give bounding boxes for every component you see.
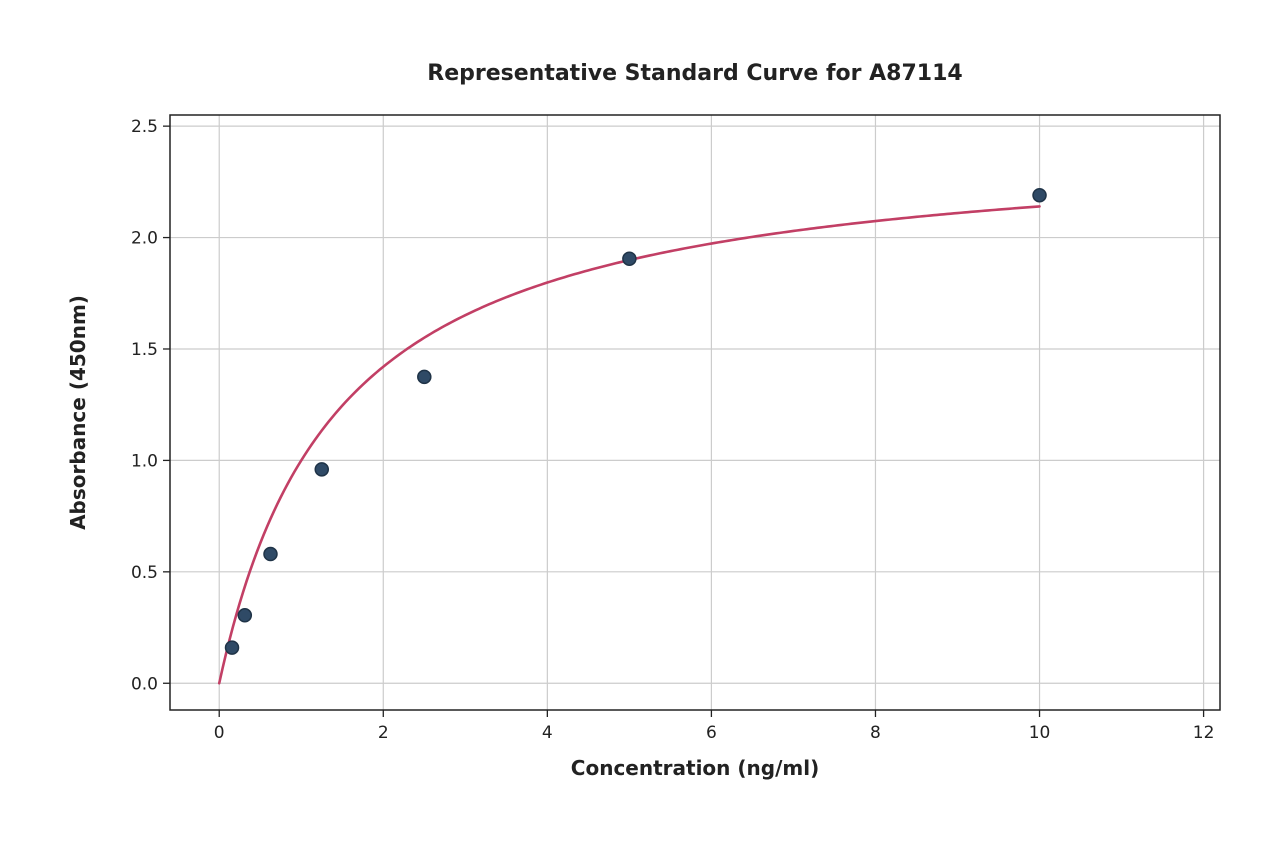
xtick-label: 4: [542, 723, 553, 743]
data-point: [226, 641, 239, 654]
data-point: [264, 548, 277, 561]
xtick-label: 10: [1029, 723, 1051, 743]
data-point: [238, 609, 251, 622]
x-axis-label: Concentration (ng/ml): [571, 756, 819, 780]
xtick-label: 12: [1193, 723, 1215, 743]
ytick-label: 1.5: [131, 340, 158, 360]
chart-title: Representative Standard Curve for A87114: [427, 61, 962, 86]
data-point: [623, 252, 636, 265]
chart-background: [0, 0, 1280, 845]
xtick-label: 2: [378, 723, 389, 743]
xtick-label: 8: [870, 723, 881, 743]
ytick-label: 0.0: [131, 674, 158, 694]
ytick-label: 1.0: [131, 451, 158, 471]
data-point: [1033, 189, 1046, 202]
xtick-label: 6: [706, 723, 717, 743]
ytick-label: 2.5: [131, 117, 158, 137]
ytick-label: 2.0: [131, 229, 158, 249]
standard-curve-chart: 0 2 4 6 8 10 12 0.0 0.5 1.0 1.5 2.0 2.5 Concentration…: [0, 0, 1280, 845]
data-point: [315, 463, 328, 476]
ytick-label: 0.5: [131, 563, 158, 583]
y-axis-label: Absorbance (450nm): [66, 295, 90, 530]
data-point: [418, 370, 431, 383]
chart-svg: 0 2 4 6 8 10 12 0.0 0.5 1.0 1.5 2.0 2.5 Concentration…: [0, 0, 1280, 845]
xtick-label: 0: [214, 723, 225, 743]
